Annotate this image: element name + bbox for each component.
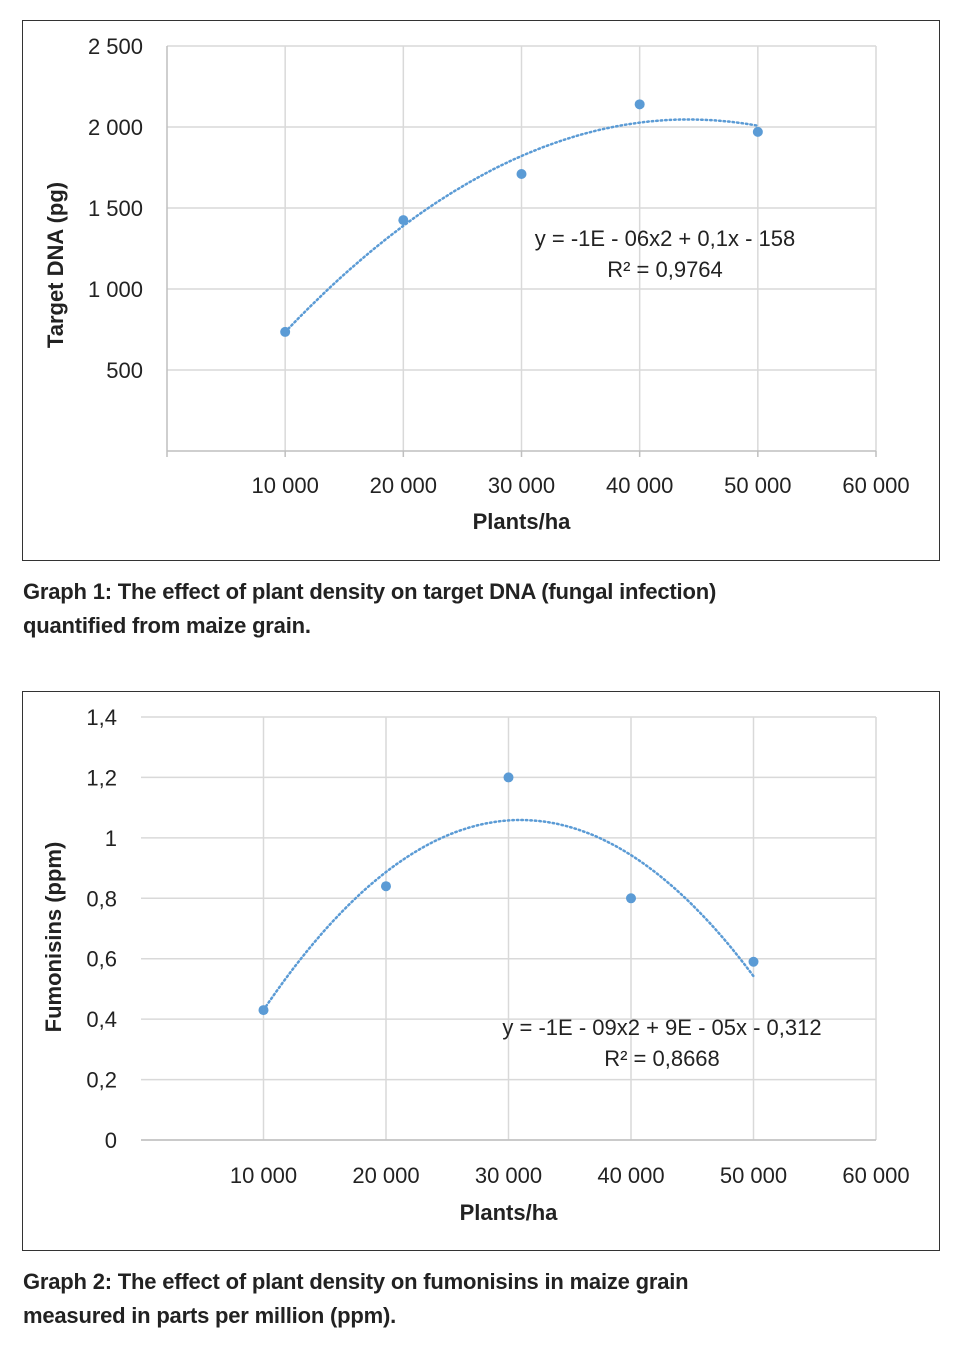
x-tick-label: 10 000 [252, 473, 319, 498]
y-tick-label: 1 000 [88, 277, 143, 302]
y-tick-label: 1,4 [86, 705, 117, 730]
trendline [262, 818, 755, 1012]
data-point [280, 326, 291, 337]
data-point [516, 168, 527, 179]
x-tick-label: 30 000 [488, 473, 555, 498]
x-tick-label: 50 000 [720, 1163, 787, 1188]
y-tick-label: 2 500 [88, 34, 143, 59]
y-axis-title: Target DNA (pg) [43, 182, 68, 348]
x-tick-label: 40 000 [606, 473, 673, 498]
y-tick-label: 0,4 [86, 1007, 117, 1032]
chart-1-frame [22, 20, 940, 561]
x-tick-label: 30 000 [475, 1163, 542, 1188]
caption-line: quantified from maize grain. [23, 613, 311, 638]
chart-2-frame [22, 691, 940, 1251]
y-tick-label: 0,6 [86, 947, 117, 972]
x-tick-label: 60 000 [842, 473, 909, 498]
trendline-equation: y = -1E - 09x2 + 9E - 05x - 0,312 [502, 1015, 821, 1040]
data-point [752, 126, 763, 137]
y-tick-label: 1 500 [88, 196, 143, 221]
y-tick-label: 0 [105, 1128, 117, 1153]
y-tick-label: 1 [105, 826, 117, 851]
y-tick-label: 2 000 [88, 115, 143, 140]
caption-line: Graph 1: The effect of plant density on … [23, 579, 717, 604]
caption-graph-2: Graph 2: The effect of plant density on … [23, 1265, 689, 1333]
x-tick-label: 50 000 [724, 473, 791, 498]
x-tick-label: 10 000 [230, 1163, 297, 1188]
x-tick-label: 20 000 [352, 1163, 419, 1188]
data-point [626, 893, 636, 904]
trendline [283, 118, 760, 334]
x-axis-title: Plants/ha [473, 509, 572, 534]
trendline-r-squared: R² = 0,8668 [604, 1046, 720, 1071]
y-tick-label: 1,2 [86, 765, 117, 790]
trendline-equation: y = -1E - 06x2 + 0,1x - 158 [535, 226, 795, 251]
y-tick-label: 0,8 [86, 886, 117, 911]
caption-line: measured in parts per million (ppm). [23, 1303, 396, 1328]
y-axis-title: Fumonisins (ppm) [41, 842, 66, 1033]
data-point [748, 956, 759, 967]
data-point [634, 99, 645, 110]
data-point [258, 1005, 269, 1016]
x-tick-label: 40 000 [597, 1163, 664, 1188]
x-tick-label: 20 000 [370, 473, 437, 498]
caption-graph-1: Graph 1: The effect of plant density on … [23, 575, 716, 643]
x-tick-label: 60 000 [842, 1163, 909, 1188]
y-tick-label: 500 [106, 358, 143, 383]
data-point [503, 772, 514, 783]
y-tick-label: 0,2 [86, 1068, 117, 1093]
trendline-r-squared: R² = 0,9764 [607, 257, 723, 282]
data-point [398, 215, 409, 226]
data-point [381, 881, 391, 892]
x-axis-title: Plants/ha [460, 1200, 559, 1225]
caption-line: Graph 2: The effect of plant density on … [23, 1269, 689, 1294]
